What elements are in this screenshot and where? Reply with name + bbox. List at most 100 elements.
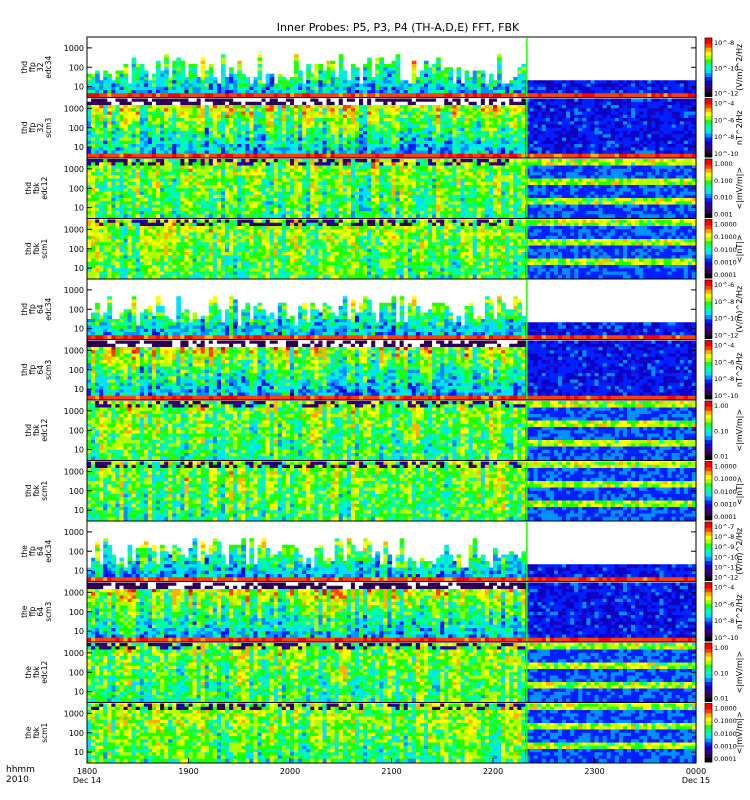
spectrogram-cell <box>412 93 417 97</box>
spectrogram-cell <box>314 93 319 97</box>
spectrogram-cell <box>322 154 327 158</box>
spectrogram-cell <box>684 154 689 158</box>
spectrogram-cell <box>400 93 405 97</box>
spectrogram-cell <box>282 154 287 158</box>
spectrogram-cell <box>245 154 250 158</box>
panel-label-line: scm3 <box>44 117 53 137</box>
spectrogram-cell <box>335 93 340 97</box>
spectrogram-cell <box>477 154 482 158</box>
panel-3: 100010010thd fbk edc121.0000.1000.0100.001… <box>24 158 744 219</box>
spectrogram-cell <box>156 154 161 158</box>
spectrogram-cell <box>152 214 157 218</box>
spectrogram-cell <box>428 93 433 97</box>
spectrogram-cell <box>189 214 194 218</box>
spectrogram-cell <box>189 154 194 158</box>
spectrogram-cell <box>197 154 202 158</box>
spectrogram-cell <box>132 93 137 97</box>
spectrogram-cell <box>590 93 595 97</box>
spectrogram-cell <box>501 93 506 97</box>
spectrogram-cell <box>91 214 96 218</box>
spectrogram-cell <box>193 154 198 158</box>
spectrogram-cell <box>452 93 457 97</box>
spectrogram-cell <box>509 93 514 97</box>
spectrogram-cell <box>392 154 397 158</box>
spectrogram-cell <box>416 154 421 158</box>
spectrogram-cell <box>144 154 149 158</box>
colorbar-tick-label: 10^-10 <box>714 150 738 158</box>
spectrogram-cell <box>245 214 250 218</box>
spectrogram-cell <box>322 93 327 97</box>
spectrogram-cell <box>213 154 218 158</box>
spectrogram-cell <box>124 93 129 97</box>
spectrogram-cell <box>607 154 612 158</box>
spectrogram-cell <box>331 93 336 97</box>
spectrogram-cell <box>615 93 620 97</box>
spectrogram-cell <box>306 214 311 218</box>
spectrogram-cell <box>574 154 579 158</box>
spectrogram-cell <box>631 93 636 97</box>
spectrogram-cell <box>306 93 311 97</box>
spectrogram-cell <box>168 214 173 218</box>
spectrogram-cell <box>172 93 177 97</box>
spectrogram-cell <box>355 154 360 158</box>
spectrogram-cell <box>550 154 555 158</box>
spectrogram-cell <box>318 154 323 158</box>
spectrogram-cell <box>128 214 133 218</box>
spectrogram-cell <box>530 93 535 97</box>
spectrogram-cell <box>209 93 214 97</box>
spectrogram-cell <box>355 93 360 97</box>
colorbar-unit-label: (V/m)^2/Hz <box>735 44 744 91</box>
spectrogram-cell <box>278 154 283 158</box>
spectrogram-cell <box>266 214 271 218</box>
spectrogram-cell <box>327 214 332 218</box>
spectrogram-cell <box>469 154 474 158</box>
spectrogram-cell <box>659 93 664 97</box>
spectrogram-cell <box>184 154 189 158</box>
spectrogram-cell <box>375 93 380 97</box>
spectrogram-cell <box>229 154 234 158</box>
spectrogram-cell <box>282 93 287 97</box>
spectrogram-cell <box>676 154 681 158</box>
spectrogram-cell <box>221 214 226 218</box>
spectrogram-cell <box>554 93 559 97</box>
spectrogram-cell <box>363 154 368 158</box>
spectrogram-cell <box>302 93 307 97</box>
spectrogram-cell <box>294 214 299 218</box>
spectrogram-cell <box>379 154 384 158</box>
spectrogram-cell <box>156 93 161 97</box>
spectrogram-cell <box>489 154 494 158</box>
spectrogram-cell <box>136 154 141 158</box>
spectrogram-cell <box>249 154 254 158</box>
colorbar-tick-label: 10^-6 <box>714 116 734 124</box>
spectrogram-cell <box>310 154 315 158</box>
spectrogram-cell <box>436 93 441 97</box>
spectrogram-cell <box>465 154 470 158</box>
spectrogram-cell <box>493 93 498 97</box>
spectrogram-cell <box>623 154 628 158</box>
spectrogram-cell <box>546 154 551 158</box>
spectrogram-cell <box>262 154 267 158</box>
spectrogram-cell <box>197 93 202 97</box>
spectrogram-cell <box>412 154 417 158</box>
spectrogram-cell <box>396 93 401 97</box>
y-tick-label: 1000 <box>64 44 84 53</box>
spectrogram-cell <box>570 93 575 97</box>
spectrogram-cell <box>172 214 177 218</box>
spectrogram-cell <box>233 93 238 97</box>
spectrogram-cell <box>428 154 433 158</box>
spectrogram-cell <box>119 154 124 158</box>
spectrogram-cell <box>148 154 153 158</box>
spectrogram-cell <box>241 214 246 218</box>
spectrogram-cell <box>404 154 409 158</box>
spectrogram-cell <box>331 154 336 158</box>
spectrogram-cell <box>485 93 490 97</box>
spectrogram-cell <box>379 93 384 97</box>
spectrogram-cell <box>217 214 222 218</box>
spectrogram-cell <box>351 154 356 158</box>
spectrogram-cell <box>343 154 348 158</box>
spectrogram-cell <box>452 154 457 158</box>
spectrogram-cell <box>270 214 275 218</box>
spectrogram-cell <box>509 154 514 158</box>
spectrogram-cell <box>176 154 181 158</box>
spectrogram-cell <box>262 93 267 97</box>
